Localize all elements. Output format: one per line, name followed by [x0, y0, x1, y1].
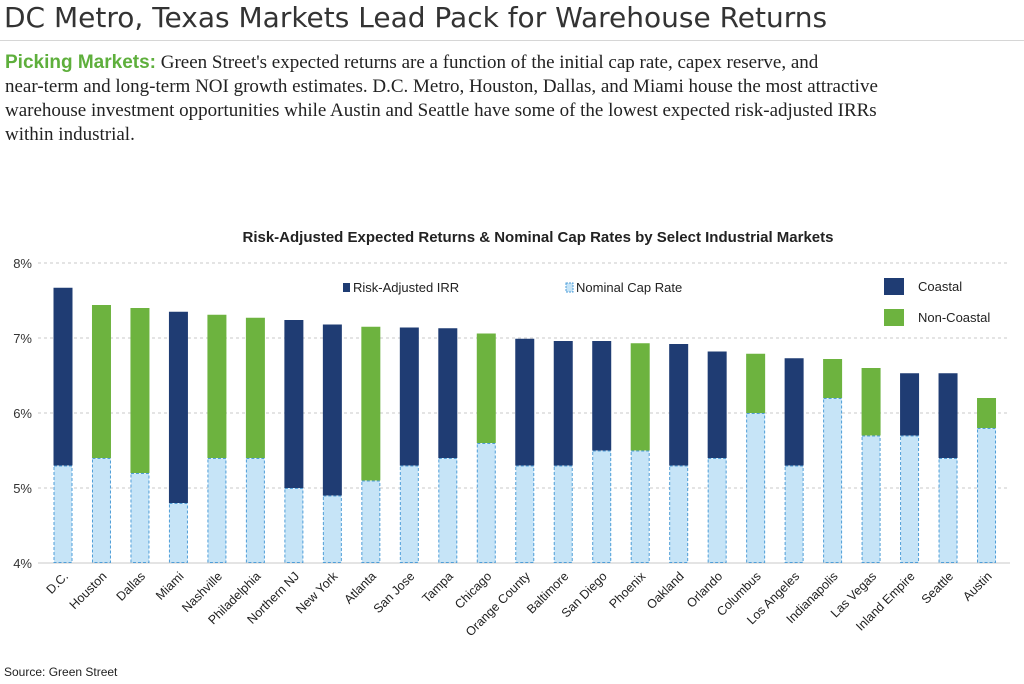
irr-bar-baltimore: [553, 341, 573, 466]
cap-rate-bar-miami: [168, 503, 188, 563]
irr-bar-houston: [91, 305, 111, 458]
cap-rate-bar-columbus: [746, 413, 766, 563]
irr-bar-indianapolis: [823, 359, 843, 398]
x-tick-label: New York: [293, 569, 341, 617]
cap-rate-bar-tampa: [438, 458, 458, 563]
cap-rate-bar-indianapolis: [823, 398, 843, 563]
cap-rate-bar-orlando: [707, 458, 727, 563]
x-tick-label: Atlanta: [342, 569, 379, 606]
cap-rate-bar-san-jose: [399, 465, 419, 563]
y-tick-label: 7%: [13, 331, 32, 346]
irr-bar-inland-empire: [900, 373, 920, 436]
irr-bar-miami: [168, 311, 188, 503]
header-divider: [0, 40, 1024, 41]
x-tick-label: Oakland: [644, 569, 687, 612]
x-tick-label: Seattle: [919, 569, 956, 606]
irr-bar-phoenix: [630, 343, 650, 451]
legend-irr-swatch: [343, 283, 350, 292]
irr-bar-dallas: [130, 308, 150, 473]
legend-cap-rate-label: Nominal Cap Rate: [576, 280, 682, 295]
y-tick-label: 4%: [13, 556, 32, 571]
y-tick-label: 5%: [13, 481, 32, 496]
irr-bar-san-jose: [399, 327, 419, 466]
irr-bar-chicago: [476, 333, 496, 443]
intro-lead: Picking Markets:: [5, 52, 156, 73]
cap-rate-bar-northern-nj: [284, 488, 304, 563]
intro-line-4: within industrial.: [5, 124, 135, 145]
cap-rate-bar-chicago: [476, 443, 496, 563]
legend-coastal-swatch: [884, 278, 904, 295]
legend-non-coastal-swatch: [884, 309, 904, 326]
cap-rate-bar-austin: [977, 428, 997, 563]
irr-bar-d-c-: [53, 287, 73, 466]
cap-rate-bar-san-diego: [592, 450, 612, 563]
legend-non-coastal-label: Non-Coastal: [918, 310, 990, 325]
y-tick-label: 8%: [13, 256, 32, 271]
irr-bar-new-york: [322, 324, 342, 496]
irr-bar-tampa: [438, 328, 458, 458]
cap-rate-bar-philadelphia: [245, 458, 265, 563]
headline: DC Metro, Texas Markets Lead Pack for Wa…: [4, 1, 828, 34]
intro-text-1: Green Street's expected returns are a fu…: [156, 52, 819, 73]
irr-bar-orlando: [707, 351, 727, 458]
chart-title: Risk-Adjusted Expected Returns & Nominal…: [243, 229, 834, 246]
chart-container: Risk-Adjusted Expected Returns & Nominal…: [0, 218, 1024, 658]
irr-bar-columbus: [746, 353, 766, 413]
intro-line-2: near-term and long-term NOI growth estim…: [5, 76, 878, 97]
irr-bar-northern-nj: [284, 320, 304, 488]
cap-rate-bar-baltimore: [553, 465, 573, 563]
irr-bar-seattle: [938, 373, 958, 458]
x-tick-label: San Jose: [371, 569, 418, 616]
legend-coastal-label: Coastal: [918, 279, 962, 294]
irr-bar-austin: [977, 398, 997, 428]
returns-chart: Risk-Adjusted Expected Returns & Nominal…: [13, 229, 1010, 639]
irr-bar-philadelphia: [245, 317, 265, 458]
x-tick-label: Austin: [960, 569, 994, 603]
x-tick-label: Dallas: [114, 569, 148, 603]
y-tick-label: 6%: [13, 406, 32, 421]
irr-bar-san-diego: [592, 341, 612, 451]
legend-irr-label: Risk-Adjusted IRR: [353, 280, 459, 295]
cap-rate-bar-atlanta: [361, 480, 381, 563]
irr-bar-orange-county: [515, 338, 535, 466]
x-tick-label: D.C.: [44, 569, 72, 597]
legend-cap-rate-swatch: [565, 282, 574, 293]
cap-rate-bar-inland-empire: [900, 435, 920, 563]
cap-rate-bar-los-angeles: [784, 465, 804, 563]
cap-rate-bar-d-c-: [53, 465, 73, 563]
cap-rate-bar-oakland: [669, 465, 689, 563]
cap-rate-bar-houston: [91, 458, 111, 563]
x-tick-label: Houston: [67, 569, 110, 612]
cap-rate-bar-nashville: [207, 458, 227, 563]
cap-rate-bar-seattle: [938, 458, 958, 563]
irr-bar-atlanta: [361, 326, 381, 481]
cap-rate-bar-las-vegas: [861, 435, 881, 563]
x-tick-label: Phoenix: [606, 569, 648, 611]
irr-bar-nashville: [207, 314, 227, 458]
irr-bar-los-angeles: [784, 358, 804, 466]
x-tick-label: Tampa: [419, 569, 455, 605]
intro-line-1: Picking Markets: Green Street's expected…: [5, 51, 1024, 75]
cap-rate-bar-phoenix: [630, 450, 650, 563]
irr-bar-las-vegas: [861, 368, 881, 436]
cap-rate-bar-dallas: [130, 473, 150, 563]
x-tick-label: Miami: [153, 569, 186, 602]
irr-bar-oakland: [669, 344, 689, 466]
cap-rate-bar-orange-county: [515, 465, 535, 563]
source-note: Source: Green Street: [4, 665, 118, 679]
cap-rate-bar-new-york: [322, 495, 342, 563]
intro-line-3: warehouse investment opportunities while…: [5, 100, 877, 121]
intro-paragraph: Picking Markets: Green Street's expected…: [5, 51, 1024, 155]
